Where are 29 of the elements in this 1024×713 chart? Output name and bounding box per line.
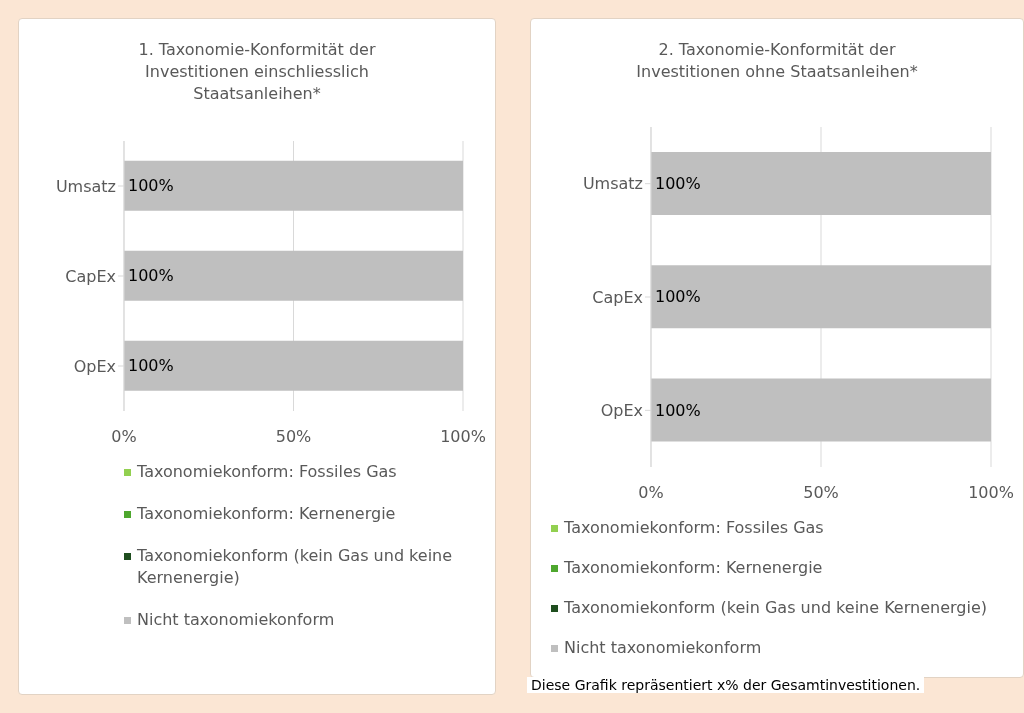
x-tick-label: 100%	[968, 483, 1014, 503]
x-tick-label: 0%	[638, 483, 664, 503]
y-tick-label: Umsatz	[582, 174, 643, 194]
chart-title: 1. Taxonomie-Konformität der Investitionen einschliesslich Staatsanleihen*	[137, 39, 377, 105]
y-tick-label: OpEx	[73, 356, 116, 376]
y-tick-label: CapEx	[592, 287, 643, 307]
data-label: 100%	[128, 356, 174, 376]
data-label: 100%	[655, 287, 701, 307]
legend-label: Taxonomiekonform: Fossiles Gas	[564, 517, 824, 539]
data-label: 100%	[128, 266, 174, 286]
legend-label: Nicht taxonomiekonform	[564, 637, 762, 659]
legend-label: Taxonomiekonform (kein Gas und keine Kernenergie)	[564, 597, 987, 619]
legend-label: Taxonomiekonform: Kernenergie	[137, 503, 396, 525]
data-label: 100%	[655, 400, 701, 420]
chart-title: 2. Taxonomie-Konformität der Investitionen ohne Staatsanleihen*	[635, 39, 919, 83]
legend-label: Taxonomiekonform (kein Gas und keine Kernenergie)	[137, 545, 454, 589]
x-tick-label: 50%	[275, 427, 312, 447]
legend-label: Nicht taxonomiekonform	[137, 609, 335, 631]
data-label: 100%	[655, 173, 701, 193]
x-tick-label: 100%	[440, 427, 486, 447]
x-tick-label: 0%	[111, 427, 137, 447]
x-tick-label: 50%	[803, 483, 839, 503]
text: Diese Grafik repräsentiert x% der Gesamtinvestitionen.	[527, 677, 925, 693]
data-label: 100%	[128, 176, 174, 196]
y-tick-label: CapEx	[65, 266, 116, 286]
legend-label: Taxonomiekonform: Fossiles Gas	[137, 461, 397, 483]
y-tick-label: Umsatz	[55, 176, 116, 196]
y-tick-label: OpEx	[600, 401, 643, 421]
legend-label: Taxonomiekonform: Kernenergie	[564, 557, 823, 579]
